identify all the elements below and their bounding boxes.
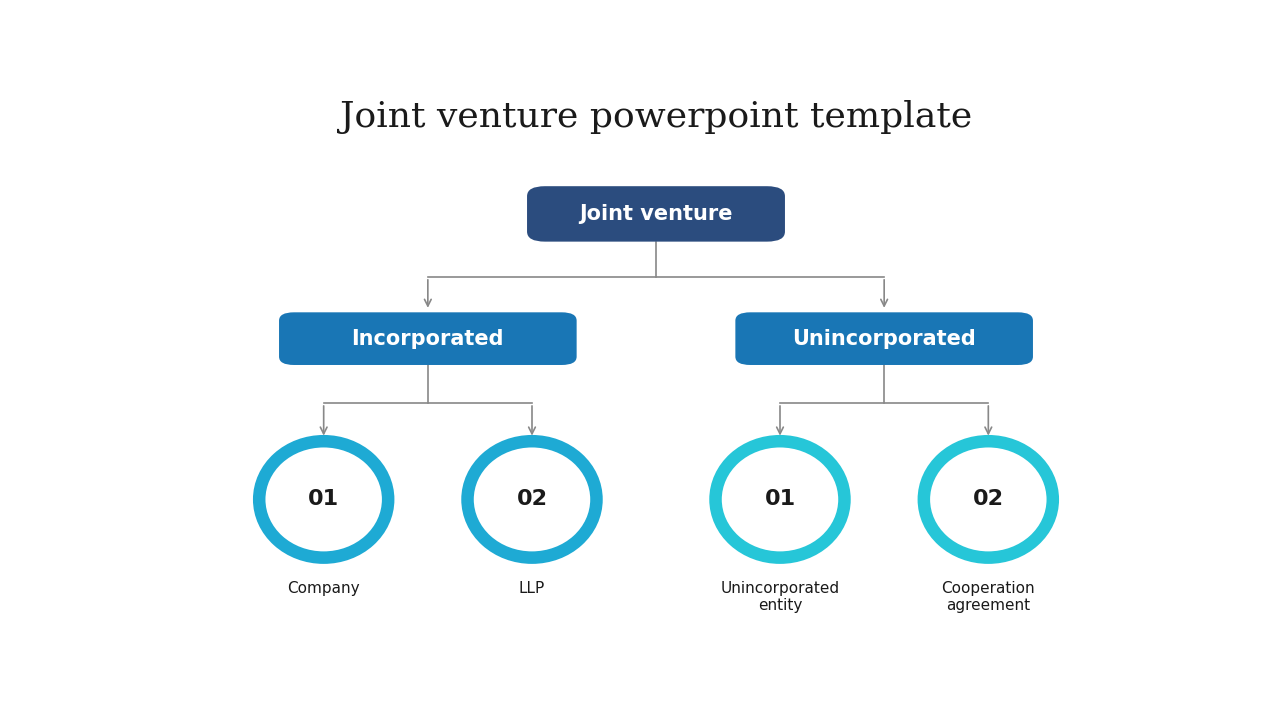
Text: Unincorporated
entity: Unincorporated entity <box>721 581 840 613</box>
Text: 02: 02 <box>517 490 548 510</box>
FancyBboxPatch shape <box>279 312 577 365</box>
Text: 02: 02 <box>973 490 1004 510</box>
Text: Cooperation
agreement: Cooperation agreement <box>942 581 1036 613</box>
Ellipse shape <box>467 441 596 557</box>
Ellipse shape <box>924 441 1052 557</box>
Text: Joint venture: Joint venture <box>580 204 732 224</box>
FancyBboxPatch shape <box>735 312 1033 365</box>
Text: Joint venture powerpoint template: Joint venture powerpoint template <box>340 100 972 134</box>
Text: LLP: LLP <box>518 581 545 596</box>
Ellipse shape <box>716 441 845 557</box>
Text: Unincorporated: Unincorporated <box>792 328 977 348</box>
FancyBboxPatch shape <box>527 186 785 242</box>
Ellipse shape <box>259 441 388 557</box>
Text: 01: 01 <box>308 490 339 510</box>
Text: Incorporated: Incorporated <box>352 328 504 348</box>
Text: Company: Company <box>288 581 360 596</box>
Text: 01: 01 <box>764 490 796 510</box>
